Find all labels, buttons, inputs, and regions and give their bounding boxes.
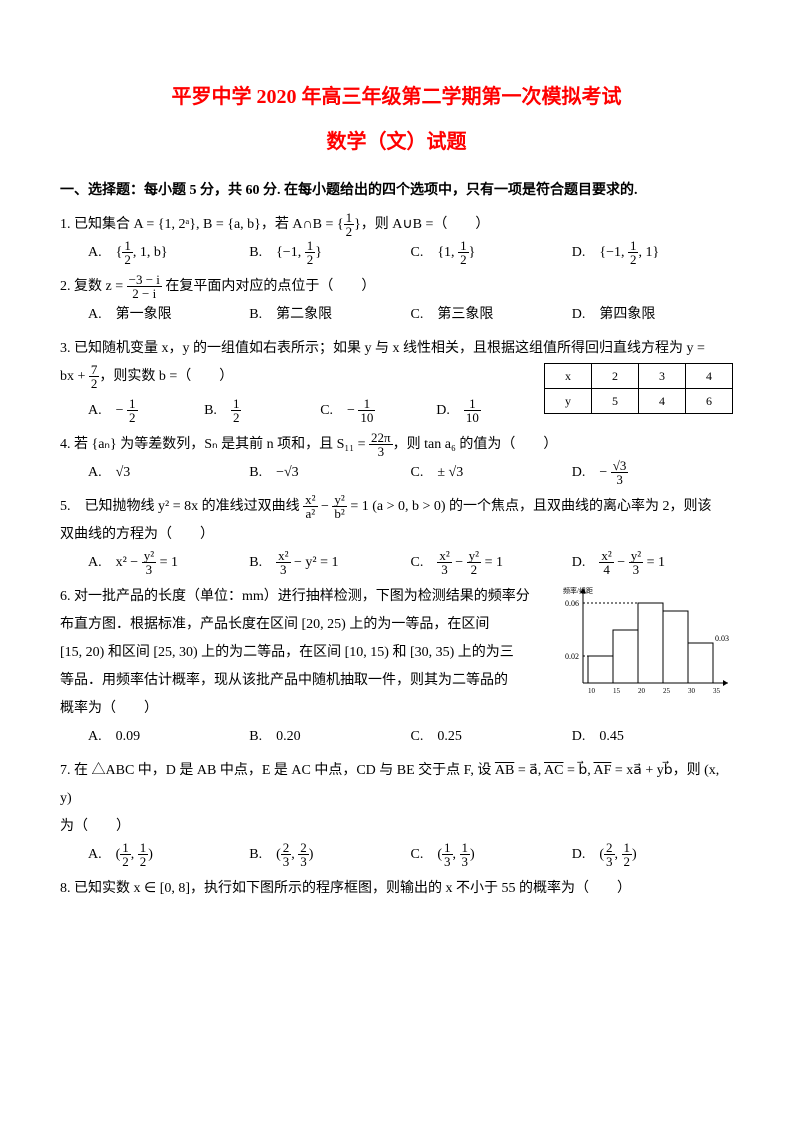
q3-data-table: x 2 3 4 y 5 4 6 [544,363,733,414]
q3-line2: bx + 72，则实数 b =（ ） [60,369,233,384]
table-row: x 2 3 4 [545,364,733,389]
half-fraction: 12 [344,211,355,238]
q5-option-b: B. x²3 − y² = 1 [249,549,410,577]
vector-ab: AB [495,763,514,778]
svg-text:10: 10 [588,687,596,695]
q3-option-d: D. 110 [436,397,552,425]
q4-option-a: A. √3 [88,459,249,487]
q1-stem: 1. 已知集合 A = {1, 2ᵃ}, B = {a, b}，若 A∩B = … [60,211,733,239]
q4-option-d: D. − √33 [572,459,733,487]
svg-text:25: 25 [663,687,671,695]
q1-option-b: B. {−1, 12} [249,239,410,267]
q6-option-b: B. 0.20 [249,723,410,751]
q5-stem: 5. 已知抛物线 y² = 8x 的准线过双曲线 x²a² − y²b² = 1… [60,493,733,521]
hist-label-003: 0.03 [715,634,729,643]
q7-option-d: D. (23, 12) [572,841,733,869]
q5-option-c: C. x²3 − y²2 = 1 [411,549,572,577]
q7-option-c: C. (13, 13) [411,841,572,869]
question-2: 2. 复数 z = −3 − i2 − i 在复平面内对应的点位于（ ） A. … [60,273,733,329]
q1-option-c: C. {1, 12} [411,239,572,267]
hist-label-006: 0.06 [565,599,579,608]
vector-ac: AC [544,763,563,778]
q6-option-c: C. 0.25 [411,723,572,751]
q5-line2: 双曲线的方程为（ ） [60,521,733,549]
q1-text-post: }，则 A∪B =（ ） [354,217,489,232]
q4-stem: 4. 若 {aₙ} 为等差数列，Sₙ 是其前 n 项和，且 S₁₁ = 22π3… [60,431,733,459]
q5-option-a: A. x² − y²3 = 1 [88,549,249,577]
exam-page: 平罗中学 2020 年高三年级第二学期第一次模拟考试 数学（文）试题 一、选择题… [0,0,793,1122]
q5-option-d: D. x²4 − y²3 = 1 [572,549,733,577]
q1-option-a: A. {12, 1, b} [88,239,249,267]
q7-options: A. (12, 12) B. (23, 23) C. (13, 13) D. (… [60,841,733,869]
q1-option-d: D. {−1, 12, 1} [572,239,733,267]
q2-option-c: C. 第三象限 [411,301,572,329]
svg-text:15: 15 [613,687,621,695]
q7-option-b: B. (23, 23) [249,841,410,869]
question-1: 1. 已知集合 A = {1, 2ᵃ}, B = {a, b}，若 A∩B = … [60,211,733,267]
vector-af: AF [593,763,611,778]
hist-label-002: 0.02 [565,652,579,661]
exam-title-sub: 数学（文）试题 [60,125,733,154]
q4-options: A. √3 B. −√3 C. ± √3 D. − √33 [60,459,733,487]
q6-options: A. 0.09 B. 0.20 C. 0.25 D. 0.45 [60,723,733,751]
q3-option-c: C. − 110 [320,397,436,425]
question-3: 3. 已知随机变量 x，y 的一组值如右表所示；如果 y 与 x 线性相关，且根… [60,335,733,425]
q3-line1: 3. 已知随机变量 x，y 的一组值如右表所示；如果 y 与 x 线性相关，且根… [60,335,733,363]
svg-text:35: 35 [713,687,721,695]
q4-option-b: B. −√3 [249,459,410,487]
q6-text: 6. 对一批产品的长度（单位：mm）进行抽样检测，下图为检测结果的频率分 布直方… [60,583,530,723]
q3-option-a: A. − 12 [88,397,204,425]
question-5: 5. 已知抛物线 y² = 8x 的准线过双曲线 x²a² − y²b² = 1… [60,493,733,577]
q5-options: A. x² − y²3 = 1 B. x²3 − y² = 1 C. x²3 −… [60,549,733,577]
q6-histogram: 0.02 0.06 0.03 10 15 20 25 30 35 频率/组距 [563,583,733,698]
q2-options: A. 第一象限 B. 第二象限 C. 第三象限 D. 第四象限 [60,301,733,329]
q6-option-a: A. 0.09 [88,723,249,751]
question-4: 4. 若 {aₙ} 为等差数列，Sₙ 是其前 n 项和，且 S₁₁ = 22π3… [60,431,733,487]
q4-option-c: C. ± √3 [411,459,572,487]
hist-ylabel: 频率/组距 [563,586,593,595]
q2-option-b: B. 第二象限 [249,301,410,329]
q7-stem: 7. 在 △ABC 中，D 是 AB 中点，E 是 AC 中点，CD 与 BE … [60,757,733,813]
exam-title-main: 平罗中学 2020 年高三年级第二学期第一次模拟考试 [60,80,733,109]
section-header: 一、选择题：每小题 5 分，共 60 分. 在每小题给出的四个选项中，只有一项是… [60,178,733,203]
question-7: 7. 在 △ABC 中，D 是 AB 中点，E 是 AC 中点，CD 与 BE … [60,757,733,869]
q2-option-a: A. 第一象限 [88,301,249,329]
question-8: 8. 已知实数 x ∈ [0, 8]，执行如下图所示的程序框图，则输出的 x 不… [60,875,733,903]
q1-options: A. {12, 1, b} B. {−1, 12} C. {1, 12} D. … [60,239,733,267]
question-6: 6. 对一批产品的长度（单位：mm）进行抽样检测，下图为检测结果的频率分 布直方… [60,583,733,751]
q2-fraction: −3 − i2 − i [127,273,162,300]
q2-stem: 2. 复数 z = −3 − i2 − i 在复平面内对应的点位于（ ） [60,273,733,301]
q1-text-pre: 1. 已知集合 A = {1, 2ᵃ}, B = {a, b}，若 A∩B = … [60,217,344,232]
q2-option-d: D. 第四象限 [572,301,733,329]
svg-text:20: 20 [638,687,646,695]
q7-line2: 为（ ） [60,813,733,841]
q7-option-a: A. (12, 12) [88,841,249,869]
q6-option-d: D. 0.45 [572,723,733,751]
q8-stem: 8. 已知实数 x ∈ [0, 8]，执行如下图所示的程序框图，则输出的 x 不… [60,875,733,903]
svg-text:30: 30 [688,687,696,695]
q3-option-b: B. 12 [204,397,320,425]
table-row: y 5 4 6 [545,389,733,414]
